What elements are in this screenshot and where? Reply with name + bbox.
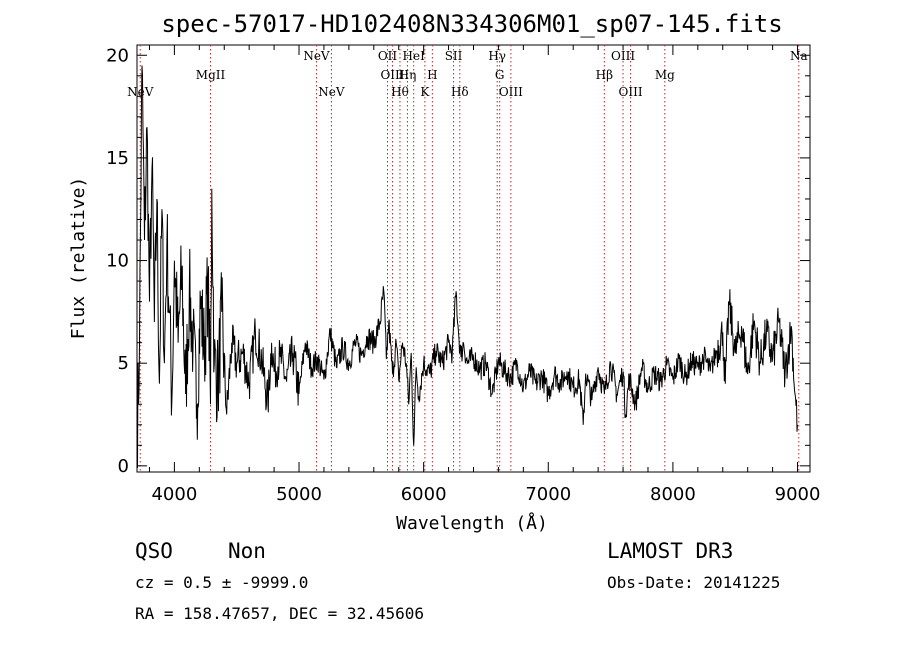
- spectral-line-label: Hδ: [451, 85, 469, 99]
- y-tick-label: 10: [106, 251, 129, 272]
- spectral-line-label: NeV: [318, 85, 345, 99]
- plot-frame: [136, 44, 811, 473]
- spectral-line-label: NeV: [127, 85, 154, 99]
- y-tick-label: 5: [118, 353, 129, 374]
- spectral-line-label: Mg: [655, 68, 675, 82]
- spectral-line-label: OIII: [611, 49, 635, 63]
- y-tick-label: 20: [106, 45, 129, 66]
- spectral-line-label: OIII: [619, 85, 643, 99]
- x-tick-label: 6000: [401, 484, 447, 505]
- y-axis-label: Flux (relative): [68, 177, 89, 340]
- y-tick-label: 15: [106, 148, 129, 169]
- survey-name: LAMOST DR3: [607, 539, 733, 563]
- ra-dec: RA = 158.47657, DEC = 32.45606: [135, 604, 424, 623]
- y-tick-label: 0: [118, 456, 129, 477]
- x-tick-label: 7000: [525, 484, 571, 505]
- x-tick-label: 4000: [151, 484, 197, 505]
- info-panel: QSO Non LAMOST DR3 cz = 0.5 ± -9999.0 Ob…: [135, 539, 780, 623]
- object-subclass: Non: [228, 539, 266, 563]
- axis-ticks: 4000 5000 6000 7000 8000 9000 0 5 10 15 20: [106, 45, 820, 505]
- plot-area: NeV MgII NeV NeV OII OIII Hθ Hη HeI KH SII Hδ Hγ G OII…: [106, 44, 820, 505]
- emission-line-markers: NeV MgII NeV NeV OII OIII Hθ Hη HeI KH SII Hδ Hγ G OII…: [127, 45, 808, 472]
- spectral-line-label: G: [495, 68, 505, 82]
- spectral-line-label: MgII: [196, 68, 226, 82]
- spectral-line-label: NeV: [303, 49, 330, 63]
- spectral-line-label: Hγ: [488, 49, 506, 63]
- x-tick-label: 8000: [650, 484, 696, 505]
- spectral-line-label: Na: [790, 49, 808, 63]
- object-class: QSO: [135, 539, 173, 563]
- x-tick-label: 9000: [775, 484, 821, 505]
- spectral-line-label: SII: [445, 49, 463, 63]
- spectral-line-label: K: [420, 85, 430, 99]
- x-tick-label: 5000: [276, 484, 322, 505]
- spectral-line-label: OIII: [499, 85, 523, 99]
- x-axis-label: Wavelength (Å): [396, 512, 548, 534]
- spectrum-series-line: [136, 65, 798, 468]
- redshift-cz: cz = 0.5 ± -9999.0: [135, 573, 308, 592]
- spectral-line-label: HeI: [403, 49, 426, 63]
- spectral-line-label: Hθ: [391, 85, 409, 99]
- chart-title: spec-57017-HD102408N334306M01_sp07-145.f…: [161, 10, 782, 38]
- spectral-line-label: OIII: [380, 68, 404, 82]
- spectral-line-label: H: [427, 68, 437, 82]
- spectral-line-label: Hβ: [596, 68, 613, 82]
- spectral-line-label: OII: [378, 49, 398, 63]
- obs-date: Obs-Date: 20141225: [607, 573, 780, 592]
- spectral-line-label: Hη: [399, 68, 417, 82]
